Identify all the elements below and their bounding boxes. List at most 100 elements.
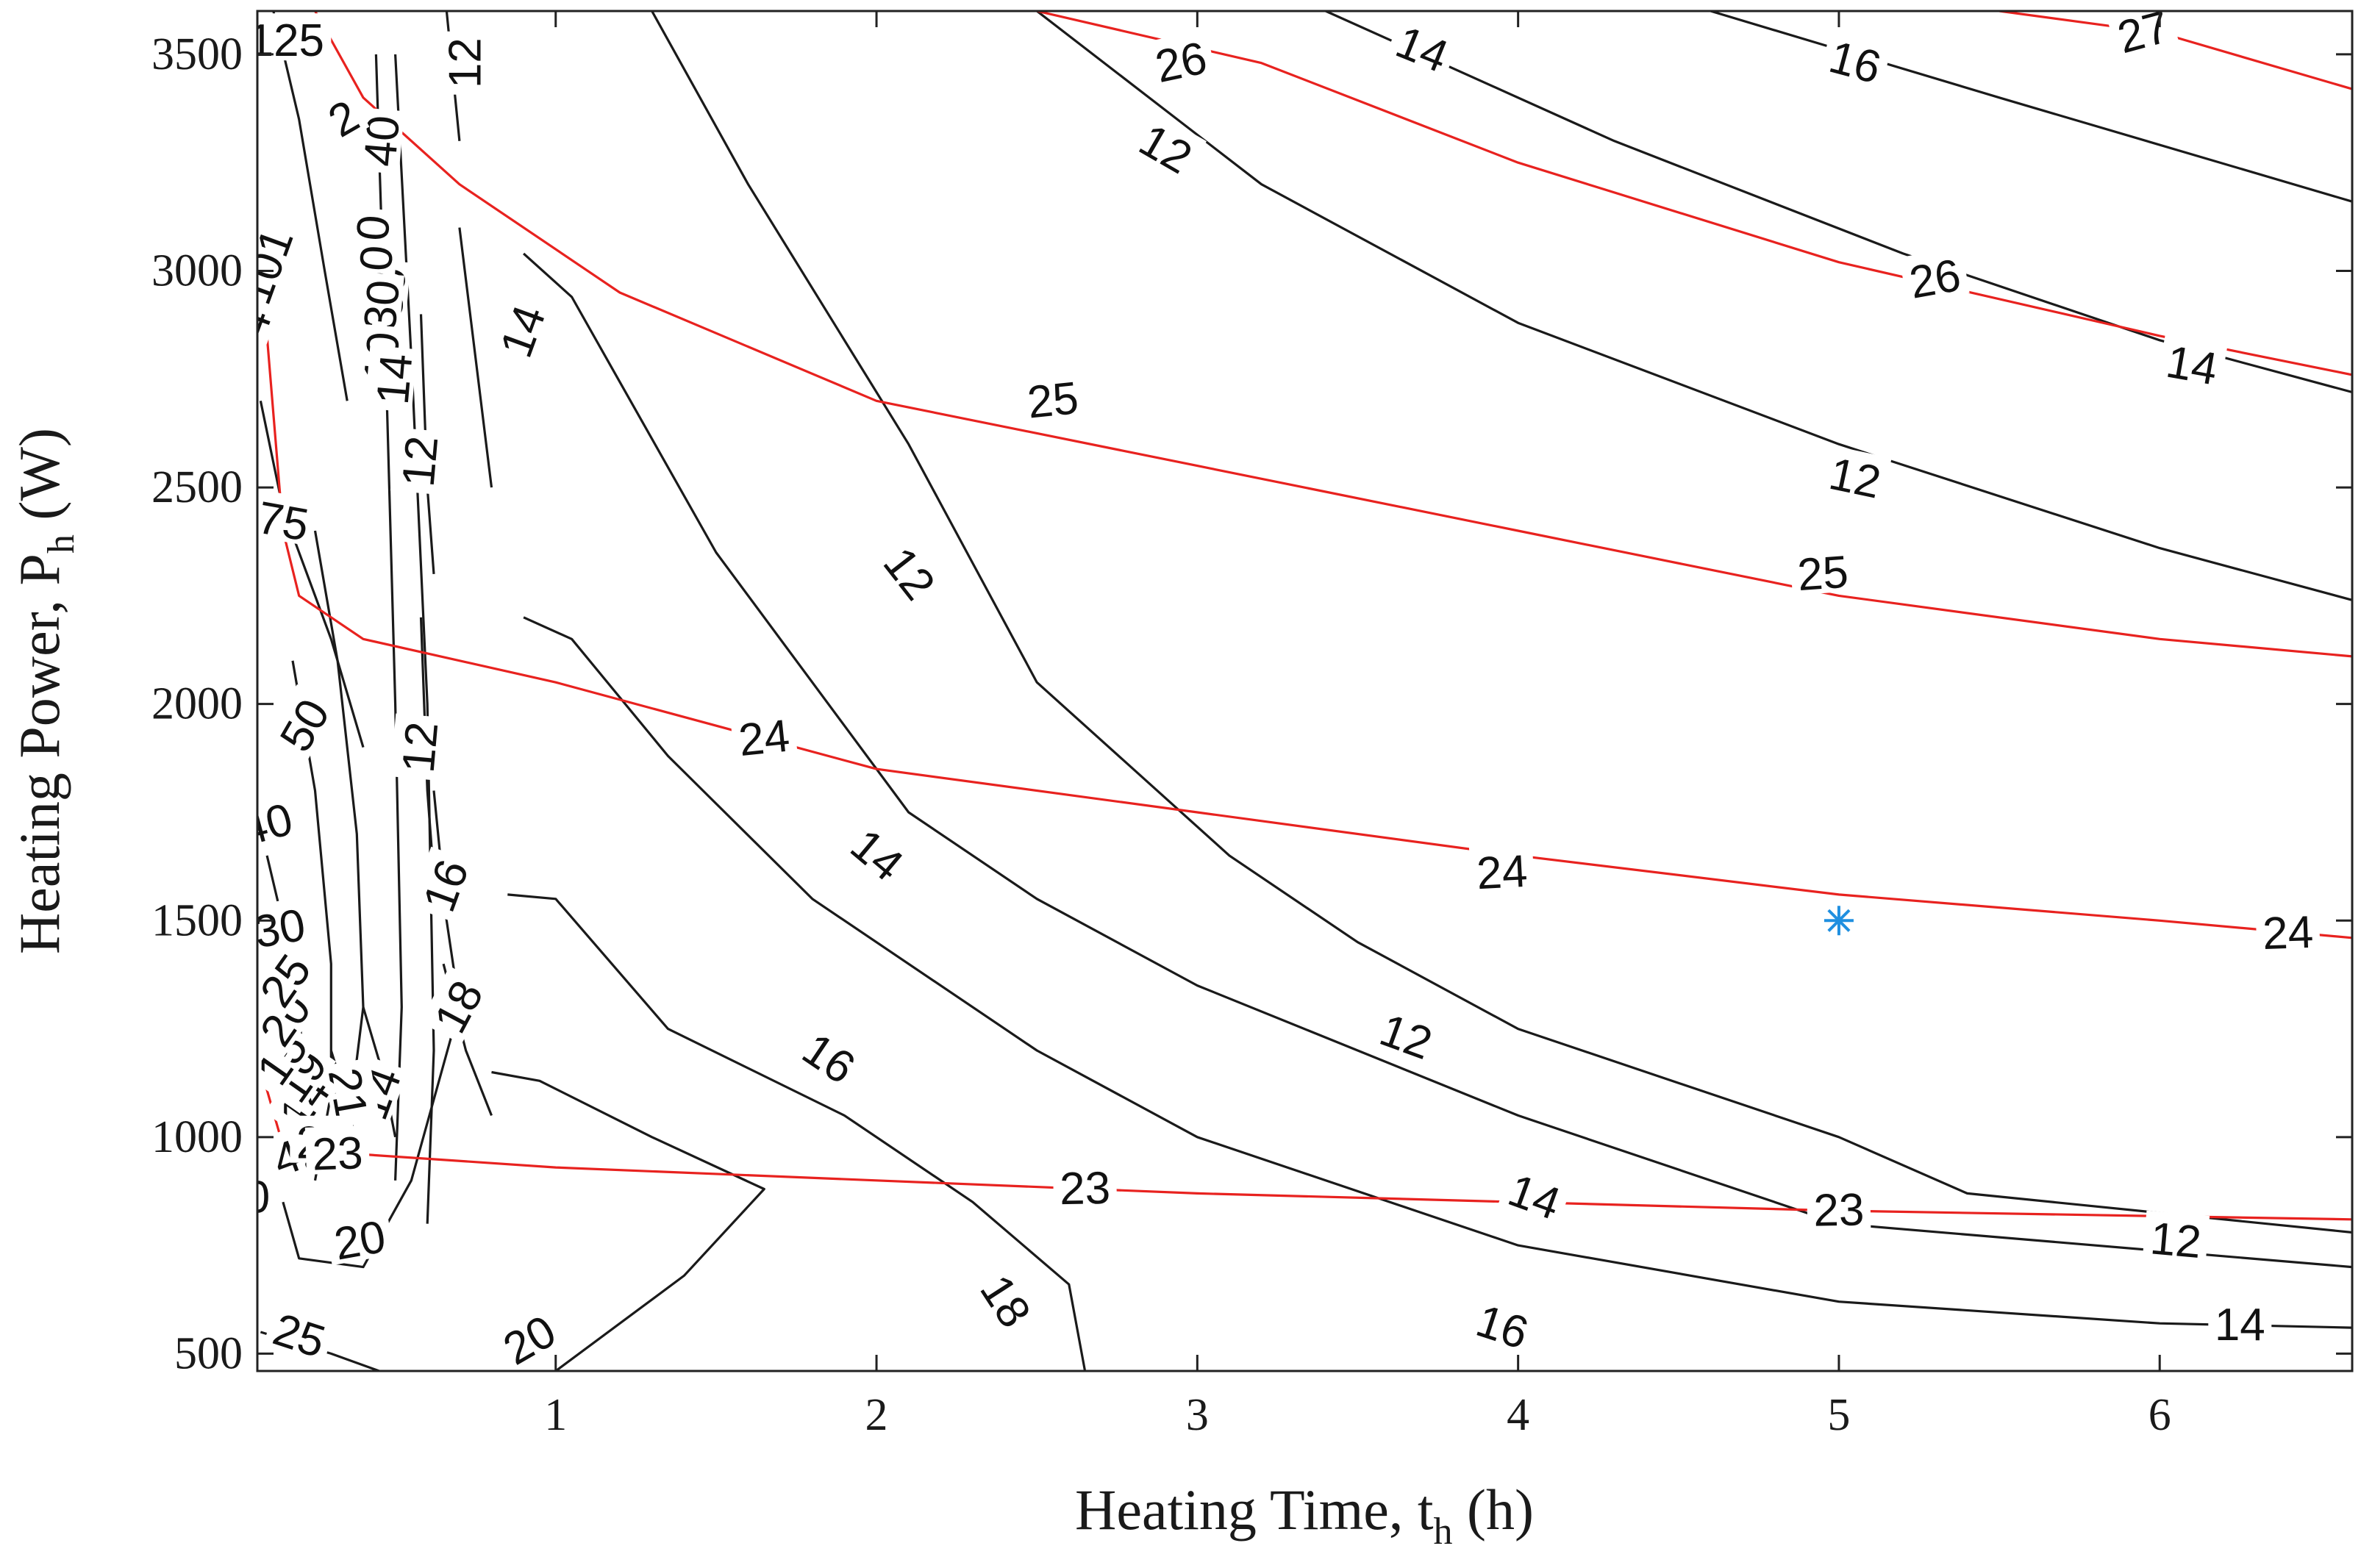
black-contour-line <box>1036 11 2352 601</box>
black-contour-line <box>491 1070 765 1371</box>
contour-label: 0 <box>245 1170 276 1222</box>
contour-label-bg <box>257 215 301 315</box>
contour-label-bg <box>257 939 321 1018</box>
black-contour-line <box>272 11 349 401</box>
contour-label-bg <box>257 489 319 547</box>
contour-label-bg <box>1498 1160 1574 1227</box>
plot-frame <box>256 10 2354 1372</box>
contour-label-bg <box>1128 110 1207 182</box>
x-axis-title-unit: (h) <box>1453 1478 1534 1542</box>
contour-label-bg <box>420 966 492 1045</box>
black-contour-line <box>1710 11 2352 203</box>
y-tick-label: 3500 <box>151 29 243 79</box>
contour-label-bg <box>257 1017 317 1096</box>
y-tick-label: 1500 <box>151 895 243 945</box>
contour-label-bg <box>2208 1297 2272 1345</box>
contour-label-bg <box>488 1300 568 1371</box>
contour-label-bg <box>437 31 485 95</box>
contour-label-text: 26 <box>1906 250 1965 309</box>
contour-label-text: 30 <box>250 900 309 959</box>
y-axis-title: Heating Power, Ph (W) <box>7 428 82 954</box>
x-tick-label: 1 <box>544 1390 567 1440</box>
contour-label-text: 24 <box>1476 846 1529 900</box>
contour-label: 16 <box>1465 1291 1541 1359</box>
black-contour-line <box>458 227 493 488</box>
contour-label: 24 <box>729 707 798 766</box>
contour-label-bg <box>729 707 798 762</box>
y-axis-ticks: 500 1000 1500 2000 2500 3000 3500 <box>151 29 2352 1378</box>
y-tick-label: 3000 <box>151 246 243 296</box>
contour-label: 14 <box>2157 333 2228 395</box>
contour-label-bg <box>1820 445 1892 504</box>
contour-label-bg <box>1018 370 1087 423</box>
contour-label-bg <box>1385 12 1462 80</box>
x-axis-title-text: Heating Time, t <box>1075 1478 1434 1542</box>
contour-label-bg <box>791 1018 871 1093</box>
contour-label: 125 <box>257 13 332 66</box>
x-tick-label: 6 <box>2149 1390 2171 1440</box>
y-tick-label: 2000 <box>151 679 243 729</box>
black-contour-line <box>523 252 2352 1269</box>
contour-label-text: 20 <box>331 1211 390 1270</box>
contour-label: 23 <box>1052 1160 1118 1214</box>
black-contour-line <box>259 400 365 748</box>
red-contour-line <box>314 11 2352 658</box>
contour-label-bg <box>257 896 315 954</box>
contour-label-bg <box>2142 1210 2210 1263</box>
contour-label-text: 25 <box>1025 373 1081 429</box>
contour-label-bg <box>1369 1000 1446 1067</box>
contour-label-bg <box>2106 11 2179 60</box>
x-axis-title-sub: h <box>1434 1511 1453 1553</box>
black-contour-line <box>282 1006 461 1269</box>
contour-label-bg <box>2255 904 2321 954</box>
red-contour-line <box>265 335 2352 939</box>
contour-label: 12 <box>2142 1210 2210 1268</box>
contour-label: 75 <box>257 489 319 551</box>
contour-label-bg <box>840 814 919 891</box>
contour-label-bg <box>1052 1160 1118 1209</box>
contour-label-text: 0 <box>245 1172 270 1222</box>
x-tick-label: 2 <box>865 1390 888 1440</box>
contour-label-bg <box>390 427 443 495</box>
y-tick-label: 2500 <box>151 462 243 512</box>
y-tick-label: 500 <box>174 1328 243 1378</box>
contour-labels: 1214161820202512141612141214161412141240… <box>245 11 2321 1371</box>
contour-label-text: 12 <box>1825 448 1885 509</box>
contour-label-text: 25 <box>1796 547 1850 601</box>
contour-label-text: 14 <box>368 351 423 407</box>
contour-label: 26 <box>1144 29 1216 93</box>
y-axis-title-sub: h <box>40 534 82 554</box>
contour-label: 14 <box>364 345 423 412</box>
contour-label: 12 <box>390 713 449 781</box>
x-tick-label: 3 <box>1186 1390 1209 1440</box>
contour-label-bg <box>1819 27 1893 90</box>
black-contour-line <box>523 616 2352 1329</box>
y-axis-title-text: Heating Power, P <box>7 554 71 954</box>
contour-label-text: 14 <box>2215 1300 2265 1350</box>
contour-label: 14 <box>1498 1160 1574 1230</box>
contour-label: 12 <box>390 427 449 495</box>
contour-label: 26 <box>1899 246 1970 309</box>
contour-label-text: 12 <box>2149 1213 2204 1268</box>
contour-label-bg <box>1468 843 1535 894</box>
marker-stroke <box>1827 909 1851 932</box>
black-contour-line <box>394 54 435 1224</box>
contour-label: 20 <box>324 1208 395 1270</box>
contour-label-text: 12 <box>393 720 449 775</box>
contour-label-text: 12 <box>393 434 449 489</box>
contour-label-bg <box>257 1170 276 1217</box>
contour-label-bg <box>314 85 370 146</box>
contour-label-bg <box>262 1300 338 1364</box>
contour-label-bg <box>324 1208 395 1266</box>
contour-label-bg <box>351 271 404 339</box>
contour-label-text: 23 <box>1060 1163 1111 1214</box>
contour-label: 30 <box>250 896 315 959</box>
contour-label: 24 <box>2255 904 2321 959</box>
contour-label-text: 24 <box>2262 907 2314 959</box>
contour-label-bg <box>390 713 443 781</box>
x-axis-title: Heating Time, th (h) <box>1075 1478 1534 1553</box>
contour-label-bg <box>257 296 279 347</box>
contour-label: 16 <box>1819 27 1893 93</box>
